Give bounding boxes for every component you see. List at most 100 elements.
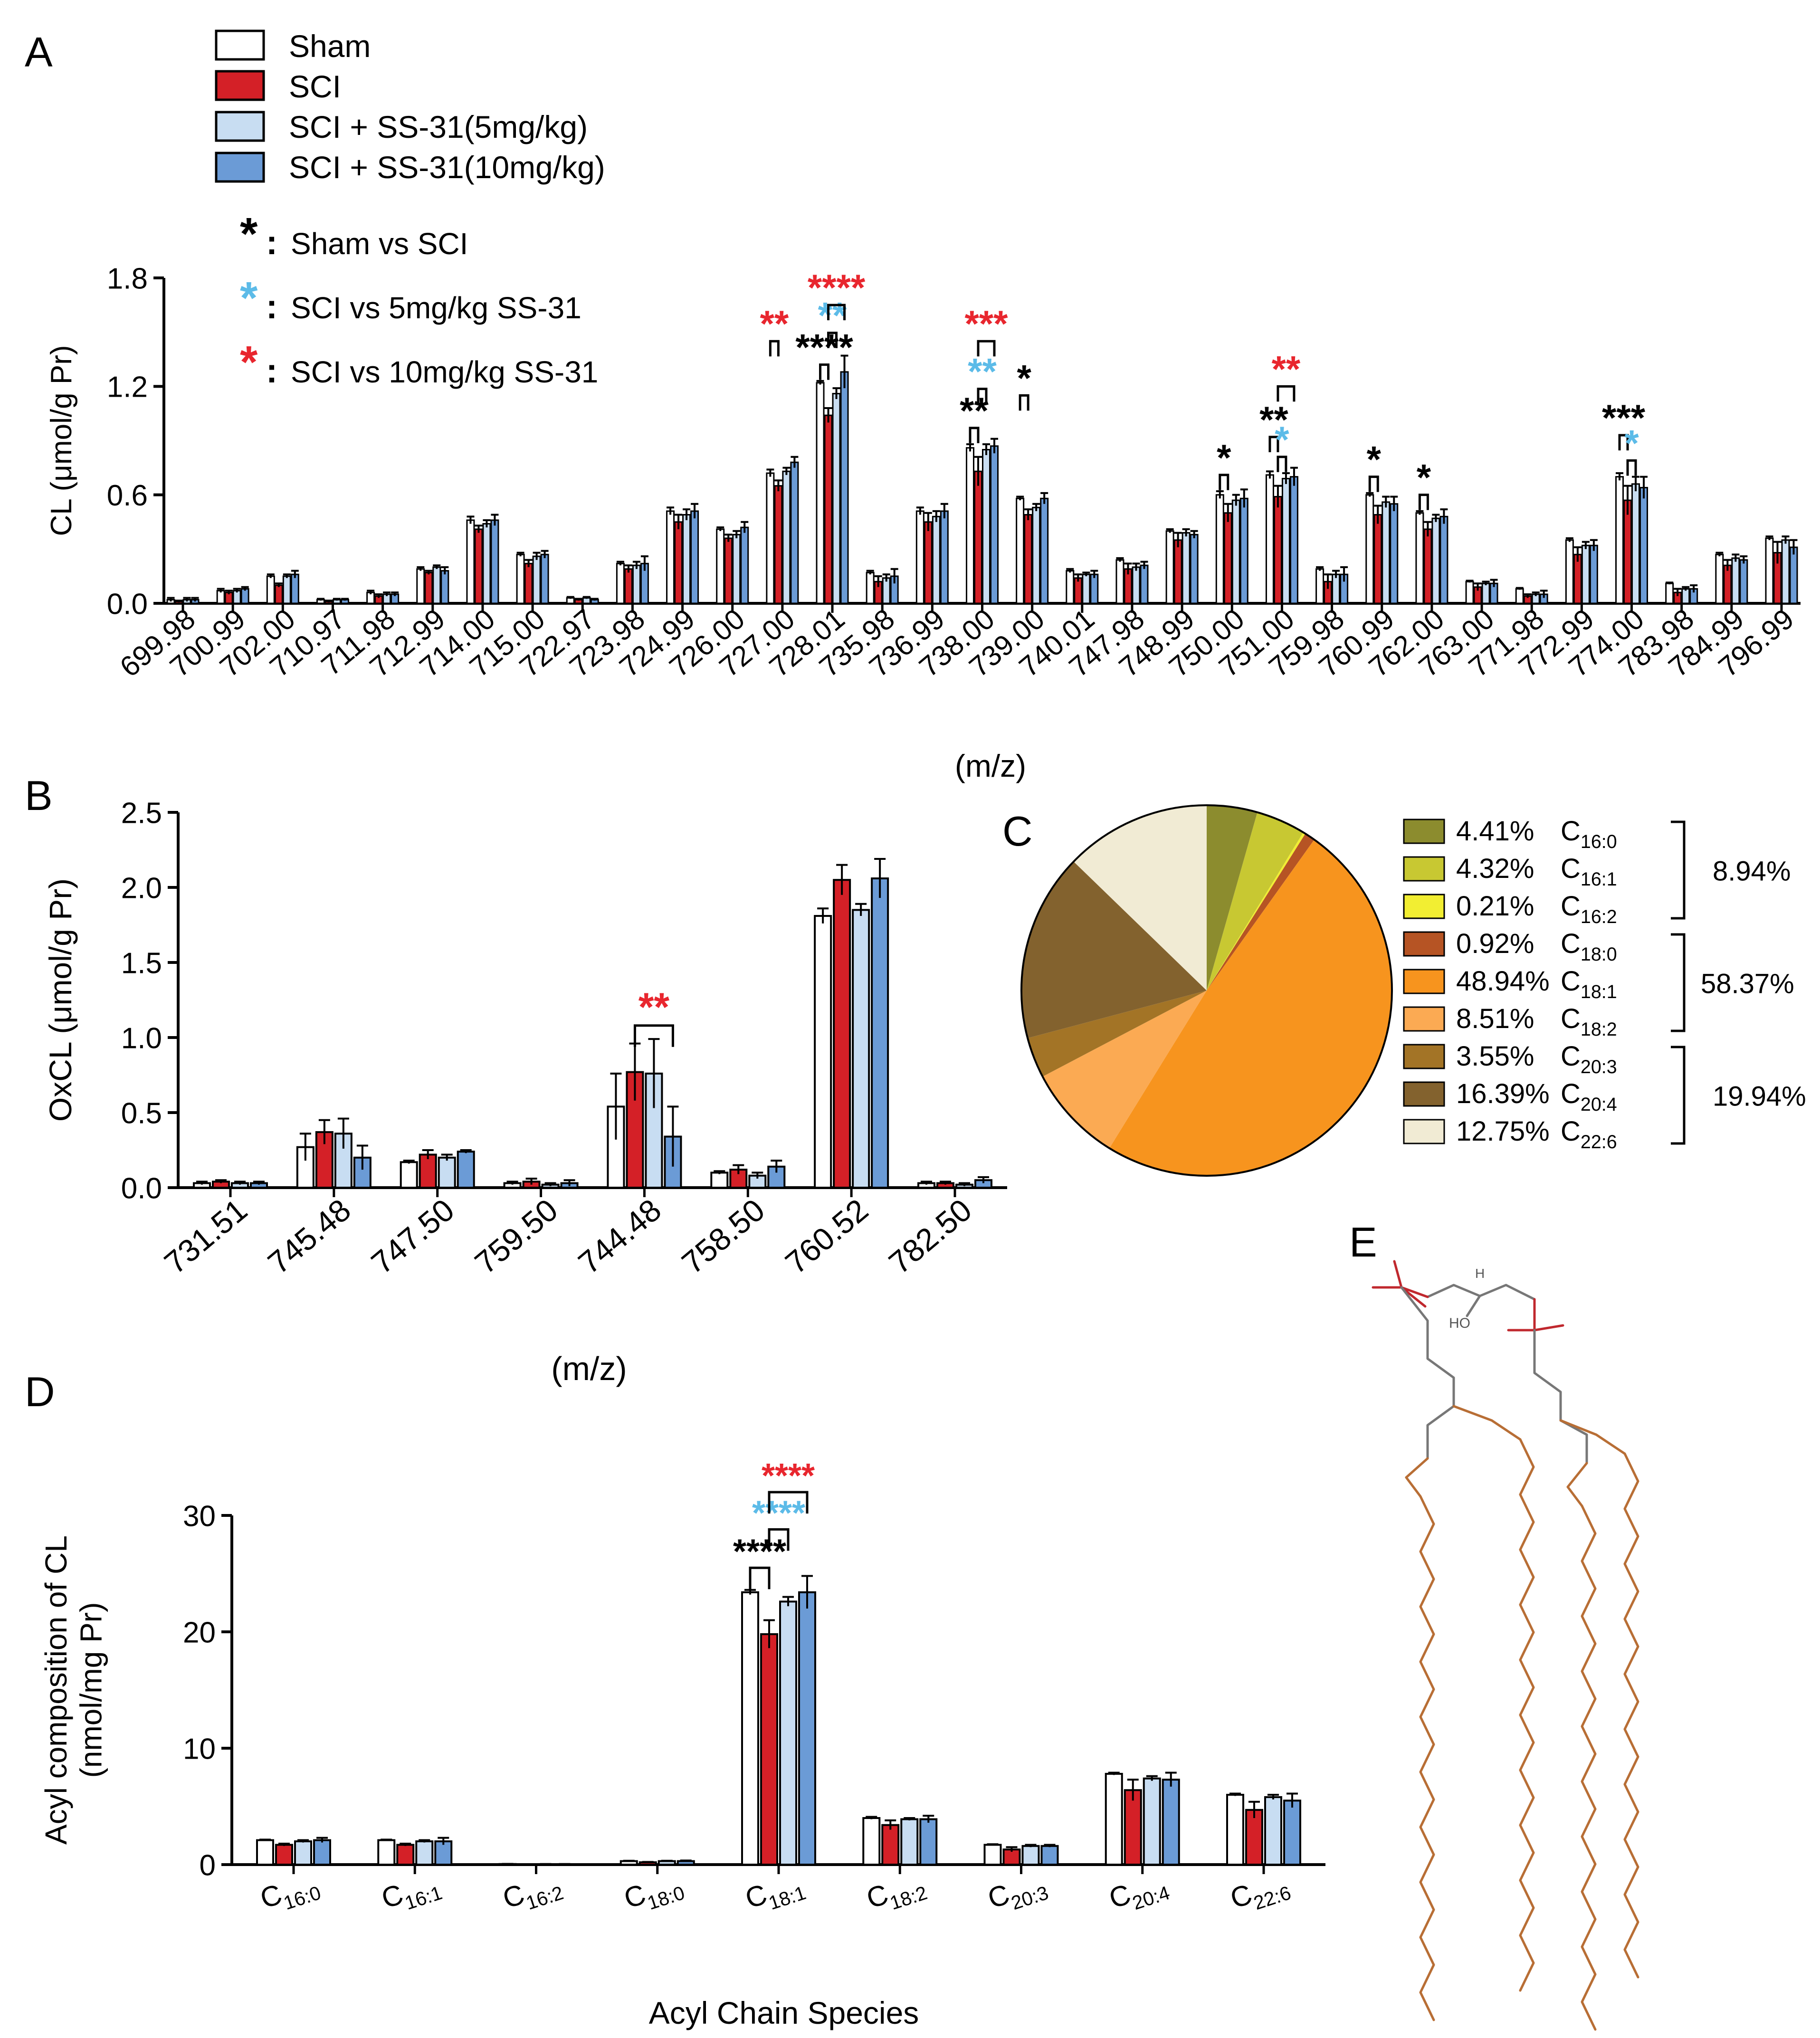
- pie-legend-pct: 16.39%: [1456, 1078, 1550, 1109]
- significance-bracket: [633, 1024, 674, 1047]
- pie-legend-pct: 4.41%: [1456, 816, 1534, 847]
- bar: [616, 562, 625, 604]
- pie-slice: [1073, 805, 1207, 990]
- bar: [1040, 497, 1049, 604]
- legend-label-ss5: SCI + SS-31(5mg/kg): [289, 109, 588, 144]
- bar: [1631, 483, 1640, 604]
- bar: [732, 533, 741, 604]
- panel-label-e: E: [1349, 1219, 1377, 1266]
- bar: [1365, 494, 1374, 604]
- tick-subscript: 16:2: [1581, 906, 1617, 927]
- tick-subscript: 16:1: [1581, 869, 1617, 890]
- significance-stars: ****: [752, 1494, 805, 1532]
- tick-base: C: [499, 1878, 528, 1914]
- bar: [438, 1156, 456, 1189]
- significance-bracket: [1219, 474, 1229, 490]
- fatty-acid-chain: [1623, 1452, 1639, 1979]
- bar: [1273, 495, 1282, 604]
- pie-legend-swatch: [1403, 1044, 1445, 1069]
- pie-slice: [1207, 805, 1258, 990]
- ester-3: [1566, 1462, 1588, 1507]
- bar: [1066, 570, 1075, 604]
- left-phosphate-bond-2: [1393, 1260, 1403, 1289]
- bar: [1074, 577, 1083, 604]
- pie-legend-swatch: [1403, 856, 1445, 882]
- significance-bracket: [819, 363, 830, 380]
- bar: [1215, 494, 1224, 604]
- tick-base: C: [1561, 1041, 1581, 1072]
- y-tick-label: 2.5: [121, 797, 162, 829]
- bar: [240, 588, 249, 604]
- pie-outline: [1020, 804, 1393, 1177]
- tick-base: C: [1561, 966, 1581, 997]
- bar: [1190, 533, 1199, 604]
- x-tick-label: 759.50: [468, 1192, 564, 1280]
- bar: [1239, 497, 1248, 604]
- tick-subscript: 18:0: [645, 1882, 687, 1914]
- tick-base: C: [1561, 1003, 1581, 1034]
- pie-slice: [1028, 990, 1207, 1077]
- x-axis-label: Acyl Chain Species: [649, 1995, 919, 2030]
- pie-group-bracket: [1671, 820, 1686, 920]
- x-tick-label: C16:0: [1561, 816, 1617, 852]
- bar: [434, 1840, 453, 1866]
- pie-slice: [1207, 832, 1305, 990]
- pie-group-total: 58.37%: [1701, 969, 1794, 1000]
- significance-bracket: [1277, 456, 1287, 472]
- bar: [1231, 499, 1240, 604]
- x-tick-label: 731.51: [158, 1192, 254, 1280]
- tick-base: C: [863, 1878, 892, 1914]
- bar: [724, 537, 733, 604]
- bar: [1615, 476, 1624, 604]
- panel-label-c: C: [1002, 808, 1033, 855]
- pie-legend-pct: 3.55%: [1456, 1041, 1534, 1072]
- tick-subscript: 16:0: [1581, 831, 1617, 852]
- significance-bracket: [768, 1528, 790, 1551]
- y-axis-label: OxCL (μmol/g Pr): [43, 878, 78, 1122]
- y-tick-label: 1.2: [107, 371, 148, 404]
- bar: [457, 1151, 475, 1189]
- tick-subscript: 16:1: [402, 1882, 445, 1914]
- bar: [1264, 1796, 1282, 1866]
- pie-legend-pct: 8.51%: [1456, 1003, 1534, 1034]
- bar: [1245, 1809, 1263, 1866]
- bar: [1024, 514, 1033, 604]
- bar: [313, 1839, 331, 1866]
- bar: [966, 447, 974, 604]
- x-tick-label: C18:0: [1561, 928, 1617, 965]
- bar: [1082, 573, 1091, 604]
- hydroxyl-label: HO: [1449, 1315, 1470, 1331]
- bar: [1781, 539, 1790, 604]
- bar: [1021, 1845, 1040, 1866]
- y-axis-label: CL (μmol/g Pr): [45, 345, 78, 536]
- bar: [824, 414, 833, 604]
- bar: [690, 510, 699, 604]
- pie-legend-swatch: [1403, 1081, 1445, 1107]
- left-glycerol: [1400, 1286, 1455, 1460]
- bar: [256, 1839, 274, 1866]
- significance-bracket: [1368, 476, 1379, 492]
- pie-legend-swatch: [1403, 894, 1445, 919]
- bar: [1162, 1779, 1180, 1866]
- significance-stars: **: [960, 390, 989, 431]
- x-tick-label: C20:3: [984, 1867, 1051, 1921]
- bar: [832, 393, 841, 604]
- significance-stars: *: [1367, 438, 1382, 480]
- bar: [1182, 532, 1191, 604]
- h-label-center: H: [1475, 1266, 1485, 1281]
- pie-legend-pct: 12.75%: [1456, 1116, 1550, 1147]
- bar: [432, 566, 441, 604]
- bar: [766, 472, 775, 604]
- significance-bracket: [977, 340, 996, 357]
- pie-legend-pct: 4.32%: [1456, 853, 1534, 884]
- x-axis-label: (m/z): [551, 1350, 627, 1387]
- significance-stars: ***: [1602, 397, 1646, 438]
- x-axis-label: (m/z): [955, 748, 1026, 783]
- significance-stars: ****: [795, 326, 853, 368]
- legend-swatch-ss10: [215, 152, 265, 183]
- bar: [816, 382, 825, 604]
- tick-subscript: 20:4: [1130, 1882, 1172, 1914]
- sig-legend-star-black: *: [240, 209, 258, 259]
- bar: [1382, 501, 1391, 604]
